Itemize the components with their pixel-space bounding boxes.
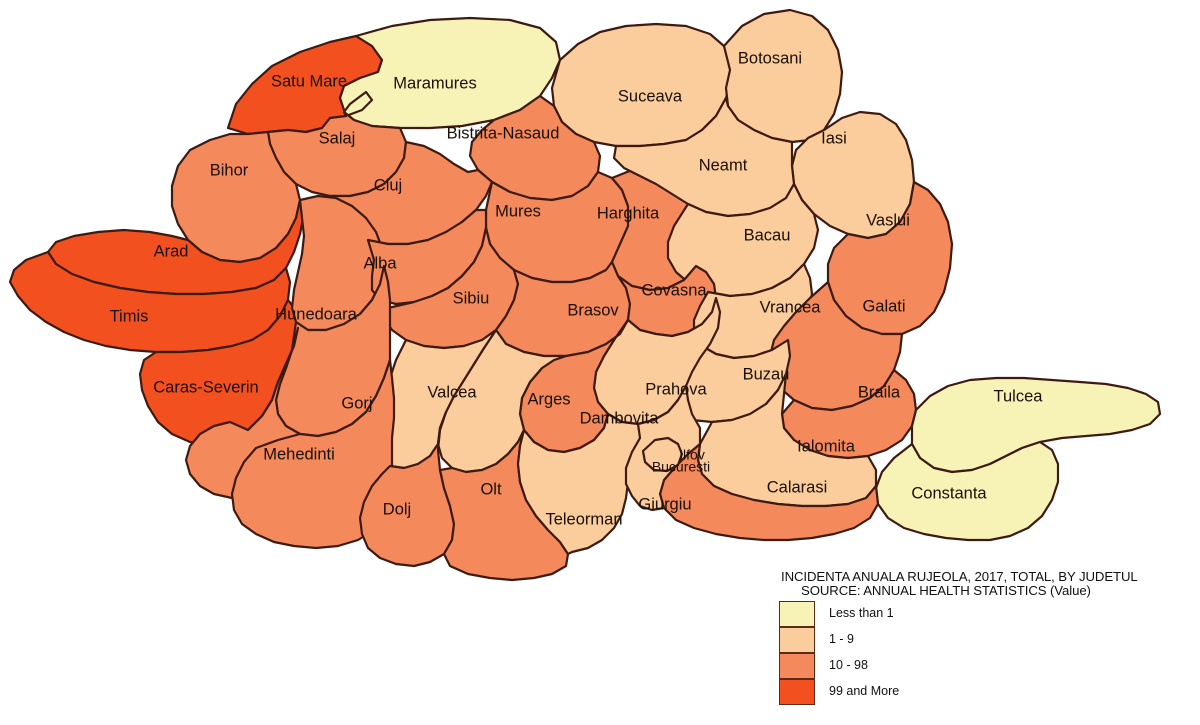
legend-row[interactable]: 99 and More	[779, 678, 900, 705]
county-bucuresti[interactable]	[641, 436, 684, 473]
legend-title: INCIDENTA ANUALA RUJEOLA, 2017, TOTAL, B…	[781, 569, 1138, 584]
county-giurgiu[interactable]	[516, 412, 656, 556]
legend-swatch-list: Less than 1 1 - 9 10 - 98 99 and More	[779, 600, 900, 705]
legend-swatch-2	[779, 652, 815, 679]
county-constanta[interactable]	[874, 440, 1060, 542]
legend-label-3: 99 and More	[829, 684, 900, 698]
legend-row[interactable]: 10 - 98	[779, 652, 899, 679]
legend-row[interactable]: 1 - 9	[779, 626, 899, 653]
legend-swatch-0	[779, 600, 815, 627]
legend-row[interactable]: Less than 1	[779, 600, 899, 627]
legend-swatch-3	[779, 678, 815, 705]
legend-label-1: 1 - 9	[829, 632, 855, 646]
legend-label-2: 10 - 98	[829, 658, 868, 672]
legend-title-block: INCIDENTA ANUALA RUJEOLA, 2017, TOTAL, B…	[781, 570, 1199, 598]
legend-swatch-1	[779, 626, 815, 653]
map-legend: INCIDENTA ANUALA RUJEOLA, 2017, TOTAL, B…	[778, 570, 1198, 720]
county-neamt[interactable]	[612, 96, 796, 218]
legend-label-0: Less than 1	[829, 606, 894, 620]
county-vaslui[interactable]	[826, 180, 954, 336]
legend-subtitle: SOURCE: ANNUAL HEALTH STATISTICS (Value)	[801, 583, 1091, 598]
